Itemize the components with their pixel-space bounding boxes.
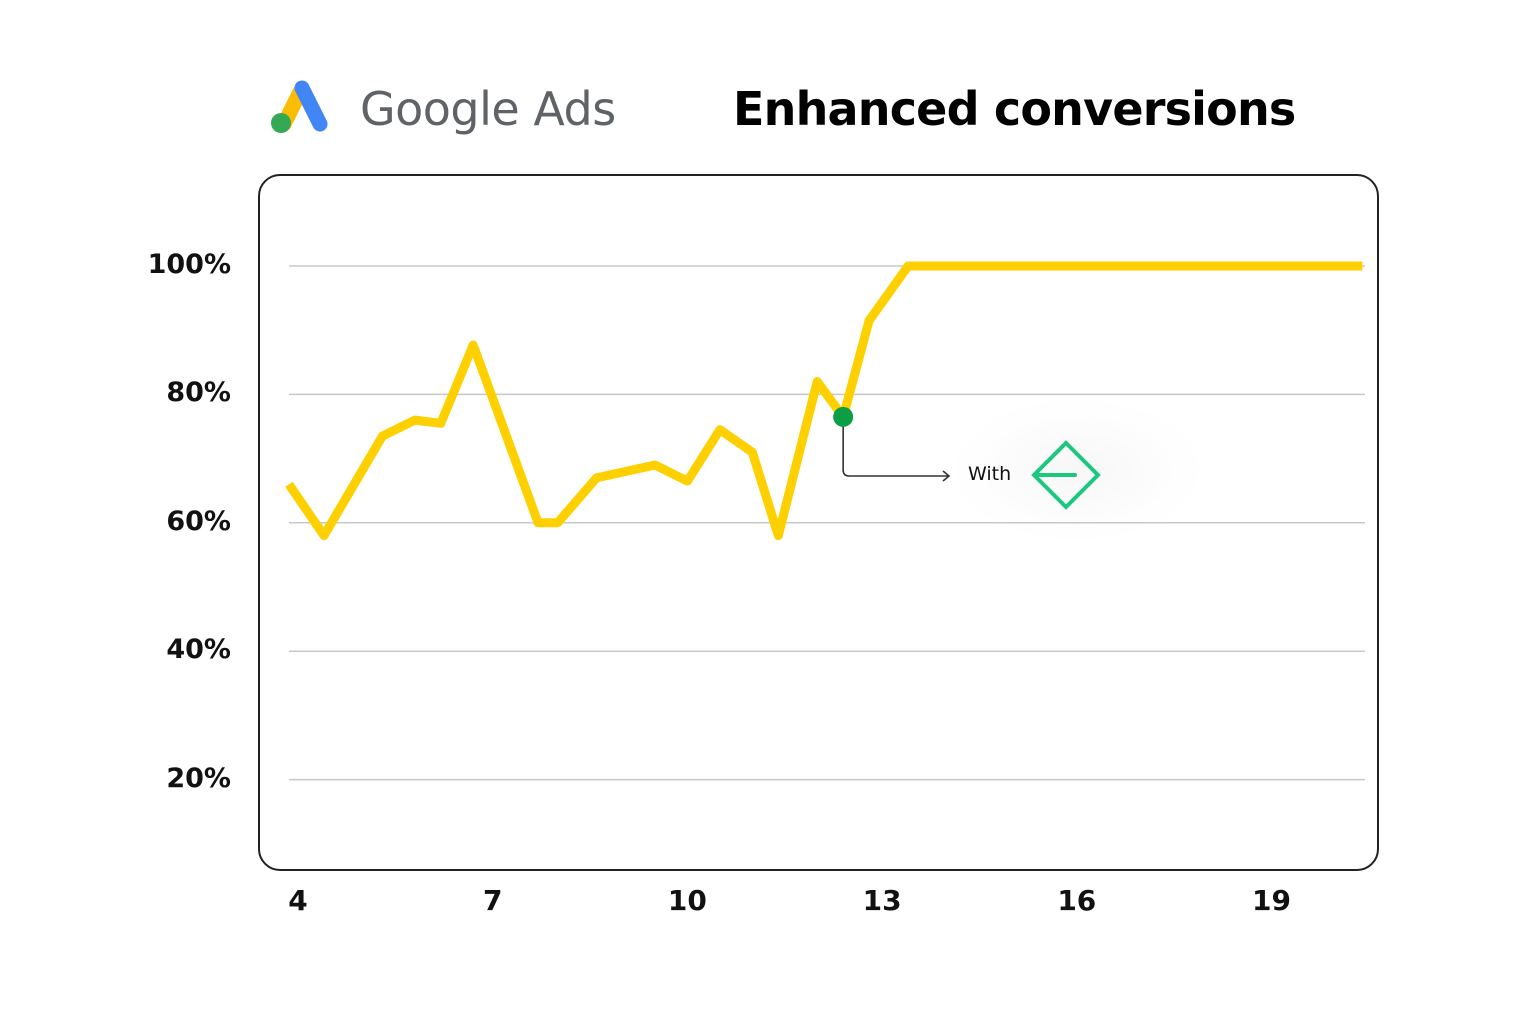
y-tick-label: 40% bbox=[166, 634, 231, 666]
series-line bbox=[285, 261, 1363, 541]
page-title: Enhanced conversions bbox=[733, 82, 1296, 136]
y-tick-label: 20% bbox=[166, 762, 231, 794]
diamond-arrow-logo-icon bbox=[1031, 440, 1101, 510]
brand-name: Google Ads bbox=[360, 82, 616, 136]
annotation-marker bbox=[833, 406, 854, 427]
google-ads-logo: Google Ads bbox=[270, 78, 616, 142]
x-tick-label: 10 bbox=[667, 884, 707, 917]
x-tick-label: 16 bbox=[1057, 884, 1097, 917]
annotation-connector-arrow bbox=[842, 416, 951, 482]
y-tick-label: 100% bbox=[147, 249, 231, 280]
annotation-background bbox=[955, 400, 1200, 540]
y-tick-label: 60% bbox=[166, 505, 231, 537]
x-tick-label: 13 bbox=[862, 884, 902, 917]
gridlines bbox=[289, 265, 1365, 781]
y-tick-label: 80% bbox=[166, 377, 231, 409]
google-ads-logo-icon bbox=[271, 80, 328, 133]
x-tick-label: 19 bbox=[1252, 884, 1291, 917]
x-tick-label: 4 bbox=[288, 884, 308, 917]
x-tick-label: 7 bbox=[482, 884, 503, 917]
annotation-label: With bbox=[968, 463, 1012, 485]
